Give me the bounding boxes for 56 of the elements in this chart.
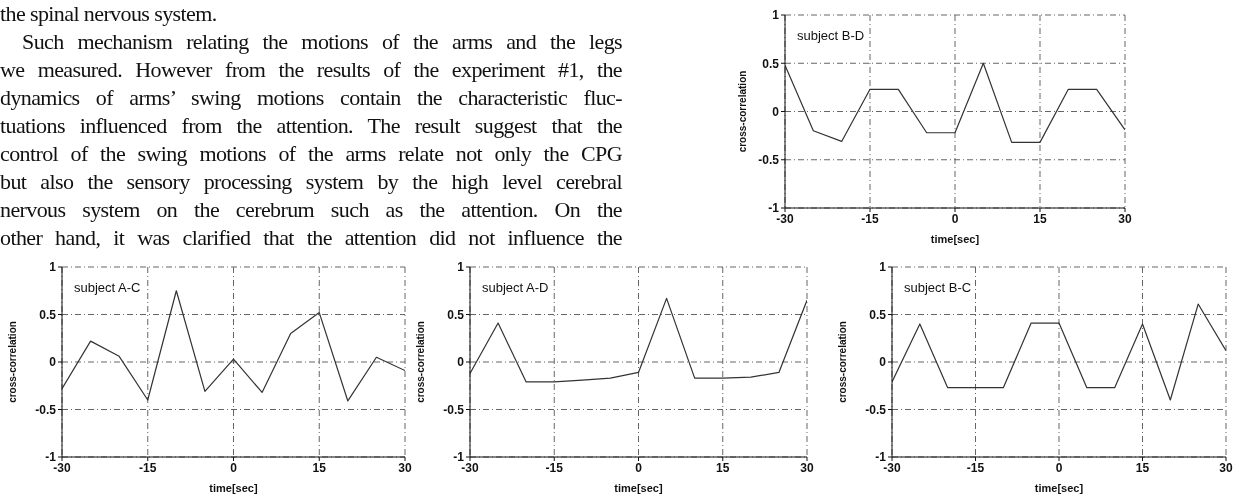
line-series bbox=[892, 303, 1226, 401]
x-tick-label: 30 bbox=[1118, 211, 1132, 226]
x-tick-label: 0 bbox=[230, 460, 238, 475]
x-tick-label: 0 bbox=[635, 460, 643, 475]
x-tick-label: 30 bbox=[398, 460, 412, 475]
y-tick-label: -0.5 bbox=[35, 402, 57, 417]
text: subject B-C bbox=[904, 280, 972, 295]
y-tick-label: -0.5 bbox=[443, 402, 465, 417]
x-tick-label: -15 bbox=[545, 460, 564, 475]
y-tick-label: 0.5 bbox=[762, 56, 780, 71]
y-tick-label: 0.5 bbox=[39, 307, 57, 322]
text: subject B-D bbox=[797, 28, 865, 43]
text: we measured. However from the results of the experiment #1, the bbox=[0, 56, 622, 84]
x-tick-label: -15 bbox=[966, 460, 985, 475]
x-axis-title: time[sec] bbox=[930, 233, 980, 245]
text: other hand, it was clarified that the attention did not influence the bbox=[0, 224, 622, 252]
y-axis-title: cross-correlation bbox=[836, 321, 848, 403]
y-tick-label: 0 bbox=[49, 355, 57, 370]
y-axis-title: cross-correlation bbox=[6, 321, 18, 403]
y-tick-label: 1 bbox=[457, 260, 465, 275]
x-tick-label: 30 bbox=[800, 460, 814, 475]
x-tick-label: 0 bbox=[951, 211, 959, 226]
text: dynamics of arms’ swing motions contain the characteristic fluc- bbox=[0, 84, 622, 112]
y-axis-title: cross-correlation bbox=[736, 70, 748, 153]
x-tick-label: 15 bbox=[1135, 460, 1150, 475]
line-series bbox=[470, 297, 807, 383]
y-axis-title: cross-correlation bbox=[414, 321, 426, 403]
x-tick-label: 0 bbox=[1055, 460, 1063, 475]
y-tick-label: 0.5 bbox=[869, 307, 887, 322]
text: subject A-D bbox=[482, 280, 549, 295]
y-tick-label: -0.5 bbox=[865, 402, 887, 417]
x-tick-label: -15 bbox=[861, 211, 879, 226]
text: tuations influenced from the attention. The result suggest that the bbox=[0, 112, 622, 140]
x-axis-title: time[sec] bbox=[614, 482, 663, 494]
y-tick-label: 1 bbox=[49, 260, 57, 275]
y-tick-label: 0 bbox=[772, 104, 780, 119]
text: Such mechanism relating the motions of the arms and the legs bbox=[21, 28, 622, 56]
x-tick-label: 15 bbox=[1033, 211, 1047, 226]
line-series bbox=[785, 62, 1125, 143]
x-tick-label: 30 bbox=[1219, 460, 1233, 475]
y-tick-label: 0.5 bbox=[447, 307, 465, 322]
x-tick-label: -15 bbox=[139, 460, 157, 475]
x-tick-label: 15 bbox=[716, 460, 730, 475]
y-tick-label: 0 bbox=[457, 355, 465, 370]
text: subject A-C bbox=[74, 280, 141, 295]
x-axis-title: time[sec] bbox=[209, 482, 258, 494]
x-tick-label: 15 bbox=[312, 460, 327, 475]
y-tick-label: 1 bbox=[879, 260, 887, 275]
y-tick-label: 0 bbox=[879, 355, 887, 370]
x-axis-title: time[sec] bbox=[1034, 482, 1084, 494]
text: control of the swing motions of the arms relate not only the CPG bbox=[0, 140, 622, 168]
y-tick-label: -0.5 bbox=[758, 153, 780, 168]
text: but also the sensory processing system by the high level cerebral bbox=[0, 168, 622, 196]
text: the spinal nervous system. bbox=[0, 0, 218, 28]
text: nervous system on the cerebrum such as the attention. On the bbox=[0, 196, 622, 224]
y-tick-label: 1 bbox=[772, 8, 780, 23]
